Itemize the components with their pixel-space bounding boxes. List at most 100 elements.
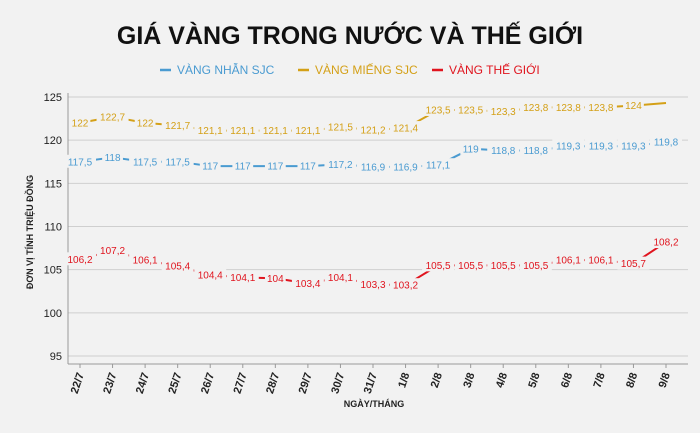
data-label: 104,1 (328, 273, 353, 284)
data-label: 121,7 (165, 121, 190, 132)
data-label: 119,8 (654, 137, 679, 148)
data-label-bg (264, 271, 286, 285)
data-label: 116,9 (393, 162, 418, 173)
y-tick-label: 100 (44, 308, 62, 320)
data-label: 107,2 (100, 246, 125, 257)
data-label: 118,8 (524, 146, 549, 157)
data-label-bg (357, 159, 389, 173)
data-label: 105,4 (165, 262, 190, 273)
data-label-bg (161, 259, 194, 273)
data-label-bg (232, 159, 254, 173)
data-label-bg (584, 253, 617, 267)
data-label: 104,1 (230, 273, 255, 284)
data-label: 119 (463, 144, 479, 155)
data-label: 116,9 (361, 162, 386, 173)
data-label-bg (161, 154, 194, 168)
data-label: 121,1 (263, 126, 288, 137)
y-axis: 95 100 105 110 115 120 125 (44, 92, 62, 363)
data-label-bg (487, 258, 520, 272)
legend-entry: VÀNG MIẾNG SJC (315, 62, 418, 77)
data-label: 121,1 (198, 126, 223, 137)
x-tick-label: 28/7 (264, 371, 282, 395)
data-label: 118,8 (491, 146, 516, 157)
x-tick-label: 29/7 (297, 371, 315, 395)
data-label: 103,3 (360, 280, 385, 291)
data-label-bg (454, 258, 487, 272)
legend: VÀNG NHẪN SJC VÀNG MIẾNG SJC VÀNG THẾ GIỚI (160, 62, 540, 77)
data-label: 106,1 (588, 256, 613, 267)
data-label-bg (134, 115, 156, 129)
data-label-bg (422, 158, 455, 172)
data-label-bg (552, 253, 585, 267)
x-tick-label: 3/8 (461, 371, 477, 389)
data-label: 119,3 (621, 142, 646, 153)
data-label-bg (454, 102, 487, 116)
data-label: 121,2 (360, 125, 385, 136)
x-tick-label: 31/7 (362, 371, 380, 395)
x-tick-label: 22/7 (69, 371, 87, 395)
x-tick-label: 2/8 (429, 371, 445, 389)
x-tick-label: 25/7 (166, 371, 184, 395)
y-tick-label: 120 (44, 135, 62, 147)
data-label: 122 (137, 118, 154, 129)
x-tick-label: 30/7 (329, 371, 347, 395)
data-label-bg (96, 109, 129, 123)
data-label-bg (650, 134, 682, 148)
x-tick-label: 4/8 (494, 371, 510, 389)
data-label: 108,2 (653, 238, 678, 249)
data-label-bg (291, 276, 324, 290)
data-label-bg (102, 150, 123, 164)
data-label: 117 (267, 162, 283, 173)
data-label: 104,4 (198, 270, 223, 281)
data-label-bg (264, 159, 286, 173)
data-label-bg (650, 235, 682, 249)
data-label-bg (291, 123, 324, 137)
y-tick-label: 110 (44, 222, 62, 234)
data-label-bg (324, 270, 357, 284)
data-label: 117,5 (68, 157, 93, 168)
data-label: 105,5 (491, 261, 516, 272)
data-label-bg (194, 267, 227, 281)
data-label-bg (487, 104, 520, 118)
data-label-bg (129, 154, 162, 168)
data-label: 117,5 (166, 157, 191, 168)
data-label: 106,1 (133, 256, 158, 267)
data-label-bg (617, 256, 650, 270)
data-label: 117,5 (133, 157, 158, 168)
data-label-bg (161, 118, 194, 132)
data-label-bg (357, 122, 389, 136)
data-label-bg (389, 121, 422, 135)
series-VÀNG MIẾNG SJC: 122 122,7 122 121,7 121,1 121,1 121,1 121,1 121,… (69, 98, 667, 137)
data-label-bg (552, 100, 585, 114)
data-label-bg (422, 258, 455, 272)
data-label-bg (389, 278, 422, 292)
data-label-bg (324, 120, 357, 134)
data-label-bg (623, 98, 644, 112)
data-label: 117 (235, 162, 251, 173)
series-group: 117,5 118 117,5 117,5 117 117 117 117 117,2 116,9… (64, 98, 682, 292)
y-axis-label: ĐƠN VỊ TÍNH TRIỆU ĐỒNG (24, 175, 35, 289)
data-label-bg (519, 258, 552, 272)
data-label: 122,7 (100, 112, 125, 123)
x-axis: 22/7 23/7 24/7 25/7 26/7 27/7 28/7 29/7 30/7 31/7… (69, 364, 673, 395)
x-tick-label: 5/8 (526, 371, 542, 389)
data-label-bg (64, 154, 96, 168)
legend-entry: VÀNG NHẪN SJC (177, 62, 275, 77)
data-label: 121,1 (295, 126, 320, 137)
series-VÀNG NHẪN SJC: 117,5 118 117,5 117,5 117 117 117 117 117,2 116,9… (64, 134, 682, 173)
data-label-bg (96, 243, 129, 257)
data-label: 121,5 (328, 123, 353, 134)
data-label: 103,2 (393, 281, 418, 292)
y-tick-label: 125 (44, 92, 62, 104)
data-label: 105,7 (621, 259, 646, 270)
data-label: 117 (202, 162, 218, 173)
data-label-bg (226, 270, 259, 284)
x-tick-label: 23/7 (101, 371, 119, 395)
data-label: 123,8 (523, 103, 548, 114)
data-label-bg (324, 157, 357, 171)
data-label-bg (129, 253, 162, 267)
data-label-bg (584, 100, 617, 114)
data-label-bg (422, 102, 455, 116)
data-label: 118 (105, 153, 121, 164)
y-tick-label: 105 (44, 265, 62, 277)
